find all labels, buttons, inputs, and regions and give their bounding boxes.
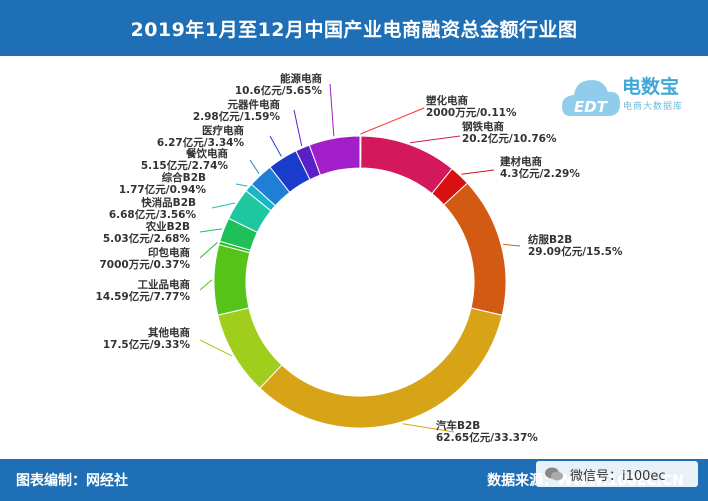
slice-value-label: 7000万元/0.37%	[100, 259, 191, 271]
donut-slices	[213, 135, 507, 429]
leader-line-12	[249, 159, 260, 175]
slice-name-label: 元器件电商	[228, 98, 281, 111]
leader-line-6	[199, 339, 232, 357]
slice-value-label: 6.68亿元/3.56%	[109, 208, 197, 221]
slice-name-label: 医疗电商	[202, 124, 244, 137]
slice-name-label: 建材电商	[499, 155, 542, 168]
leader-line-1	[360, 107, 425, 135]
slice-name-label: 综合B2B	[162, 171, 206, 184]
chart-title-bar: 2019年1月至12月中国产业电商融资总金额行业图	[0, 0, 708, 56]
slice-name-label: 其他电商	[148, 326, 190, 339]
logo-text: 电数宝	[622, 76, 680, 98]
slice-value-label: 4.3亿元/2.29%	[500, 167, 580, 180]
slice-name-label: 工业品电商	[138, 278, 191, 291]
logo-badge: EDT	[574, 98, 609, 116]
leader-lines	[199, 83, 521, 433]
wechat-icon	[545, 467, 563, 481]
leader-line-15	[329, 83, 335, 137]
slice-value-label: 1.77亿元/0.94%	[119, 183, 207, 196]
footer-credit: 图表编制：网经社	[16, 473, 128, 489]
leader-line-7	[199, 279, 213, 291]
slice-value-label: 17.5亿元/9.33%	[103, 338, 191, 351]
slice-7	[213, 243, 251, 316]
slice-name-label: 塑化电商	[426, 94, 468, 107]
leader-line-14	[293, 109, 303, 147]
slice-value-label: 14.59亿元/7.77%	[96, 290, 191, 303]
slice-value-label: 10.6亿元/5.65%	[235, 84, 323, 97]
wechat-watermark: 微信号：i100ec	[536, 461, 698, 487]
slice-name-label: 纺服B2B	[528, 233, 572, 246]
slice-value-label: 62.65亿元/33.37%	[436, 431, 538, 444]
leader-line-2	[409, 135, 461, 144]
slice-name-label: 餐饮电商	[185, 147, 228, 160]
slice-name-label: 快消品B2B	[140, 196, 196, 209]
slice-value-label: 2000万元/0.11%	[426, 107, 517, 119]
logo-cloud-icon: EDT	[562, 80, 620, 116]
leader-line-3	[461, 169, 495, 175]
slice-5	[259, 307, 503, 429]
slice-value-label: 5.15亿元/2.74%	[141, 159, 229, 172]
leader-line-5	[402, 423, 455, 433]
watermark-text: 微信号：i100ec	[570, 468, 666, 484]
leader-line-4	[503, 243, 521, 247]
leader-line-9	[199, 228, 222, 233]
slice-name-label: 印包电商	[148, 246, 190, 259]
slice-15	[308, 135, 361, 176]
leader-line-11	[235, 183, 248, 187]
slice-name-label: 钢铁电商	[462, 120, 504, 133]
slice-name-label: 农业B2B	[145, 220, 190, 233]
slice-name-label: 能源电商	[280, 72, 322, 85]
logo-subtitle: 电商大数据库	[623, 102, 684, 112]
slice-value-label: 29.09亿元/15.5%	[528, 245, 623, 258]
slice-value-label: 20.2亿元/10.76%	[462, 132, 557, 145]
slice-value-label: 6.27亿元/3.34%	[157, 136, 245, 149]
leader-line-10	[211, 202, 235, 209]
chart-title: 2019年1月至12月中国产业电商融资总金额行业图	[130, 18, 578, 41]
slice-value-label: 2.98亿元/1.59%	[193, 110, 281, 123]
leader-line-8	[199, 242, 218, 259]
slice-value-label: 5.03亿元/2.68%	[103, 232, 191, 245]
slice-name-label: 汽车B2B	[436, 419, 480, 432]
slice-4	[443, 182, 507, 316]
leader-line-13	[269, 135, 282, 157]
